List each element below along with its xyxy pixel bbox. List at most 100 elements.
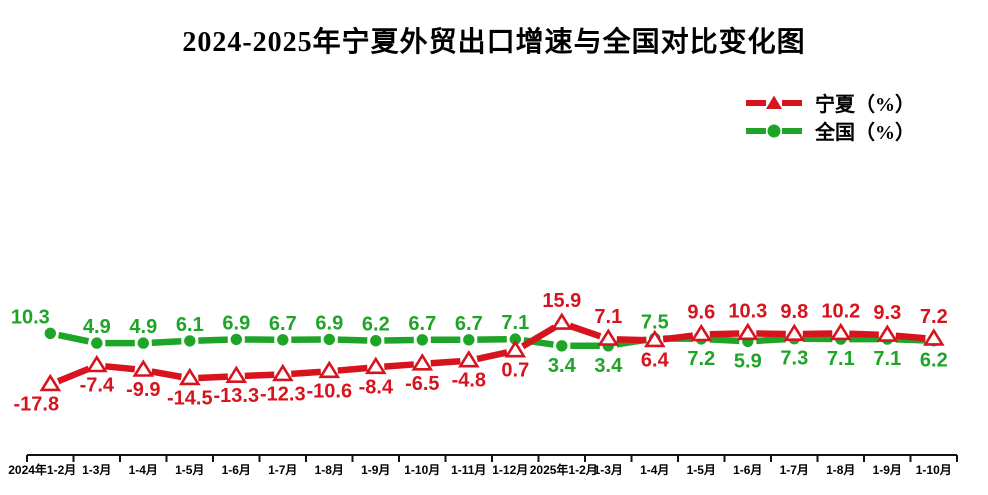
ningxia-series-line-segment xyxy=(654,331,702,344)
ningxia-point-marker xyxy=(922,328,945,346)
ningxia-point-marker xyxy=(597,328,620,346)
national-series-line-segment xyxy=(747,335,795,345)
x-axis-label: 1-6月 xyxy=(222,463,251,477)
legend-item-national: 全国（%） xyxy=(745,118,915,144)
national-series-line-segment xyxy=(468,335,516,344)
legend-label-ningxia: 宁夏（%） xyxy=(815,94,915,116)
national-legend-marker xyxy=(767,124,781,137)
x-axis-label: 1-10月 xyxy=(916,463,952,477)
x-axis-label: 2025年1-2月 xyxy=(530,462,598,477)
ningxia-data-label: 0.7 xyxy=(501,360,529,382)
ningxia-point-marker xyxy=(225,365,248,384)
ningxia-data-label: -9.9 xyxy=(126,379,160,401)
national-point-marker xyxy=(414,332,430,348)
national-data-label: 6.1 xyxy=(176,314,204,336)
ningxia-point-marker xyxy=(504,340,527,358)
legend-label-national: 全国（%） xyxy=(815,122,915,144)
national-line-marker-icon xyxy=(746,124,802,137)
ningxia-series-line-segment xyxy=(49,362,99,388)
ningxia-point-marker xyxy=(457,350,480,368)
national-series-line-segment xyxy=(49,330,98,347)
national-data-label: 7.2 xyxy=(687,348,715,370)
ningxia-series-line-segment xyxy=(96,362,144,374)
x-axis-label: 1-5月 xyxy=(175,463,204,477)
national-series-line-segment xyxy=(701,335,748,345)
national-data-label: 6.2 xyxy=(920,350,948,372)
ningxia-series-line-segment xyxy=(282,368,330,378)
x-axis-label: 1-9月 xyxy=(873,463,902,477)
ningxia-legend-marker xyxy=(766,95,782,109)
ningxia-series-line-segment xyxy=(329,364,377,375)
national-data-label: 7.1 xyxy=(827,348,855,370)
national-data-label: 6.9 xyxy=(222,312,250,334)
ningxia-point-marker xyxy=(85,354,108,373)
ningxia-point-marker xyxy=(271,363,294,382)
ningxia-data-label: 7.2 xyxy=(920,306,948,328)
ningxia-data-label: 6.4 xyxy=(641,349,670,371)
ningxia-point-marker xyxy=(39,373,62,392)
x-axis-label: 1-12月 xyxy=(492,463,528,477)
national-point-marker xyxy=(554,338,570,354)
national-data-label: 6.7 xyxy=(269,313,297,335)
national-series-line-segment xyxy=(329,336,376,344)
ningxia-series-line-segment xyxy=(468,347,516,364)
x-axis-label: 2024年1-2月 xyxy=(8,462,76,477)
national-point-marker xyxy=(275,332,291,348)
national-series-line-segment xyxy=(143,337,190,347)
x-axis-label: 1-8月 xyxy=(315,463,344,477)
ningxia-data-label: -14.5 xyxy=(167,387,213,409)
national-data-label: 7.3 xyxy=(780,348,808,370)
ningxia-data-label: -12.3 xyxy=(260,383,306,405)
ningxia-point-marker xyxy=(876,324,899,342)
ningxia-data-label: 7.1 xyxy=(594,306,622,328)
ningxia-data-label: -13.3 xyxy=(214,385,260,407)
national-point-marker xyxy=(229,332,244,347)
national-point-marker xyxy=(89,335,105,351)
ningxia-data-label: 10.2 xyxy=(821,300,860,322)
x-axis-label: 1-3月 xyxy=(594,463,623,477)
national-point-marker xyxy=(182,333,198,349)
national-point-marker xyxy=(42,325,58,341)
ningxia-point-marker xyxy=(829,322,852,341)
national-series-line-segment xyxy=(189,336,237,345)
x-axis-label: 1-4月 xyxy=(129,463,158,477)
ningxia-point-marker xyxy=(318,360,341,379)
ningxia-data-label: 10.3 xyxy=(728,300,767,322)
ningxia-point-marker xyxy=(783,323,806,342)
x-axis-label: 1-11月 xyxy=(451,463,486,477)
x-axis-label: 1-10月 xyxy=(404,463,440,477)
ningxia-series-line-segment xyxy=(422,357,470,368)
national-data-label: 6.2 xyxy=(362,314,390,336)
ningxia-series-line-segment xyxy=(794,330,841,338)
ningxia-series-line-segment xyxy=(142,366,191,382)
x-axis-label: 1-7月 xyxy=(268,463,297,477)
ningxia-data-label: 15.9 xyxy=(542,290,581,312)
national-series-line-segment xyxy=(375,336,423,344)
ningxia-series-line-segment xyxy=(840,330,888,339)
national-data-label: 3.4 xyxy=(594,355,623,377)
national-data-label: 7.5 xyxy=(641,311,669,333)
x-axis-label: 1-7月 xyxy=(780,463,809,477)
national-point-marker xyxy=(321,332,337,347)
ningxia-data-label: -17.8 xyxy=(14,393,60,415)
national-data-label: 6.9 xyxy=(315,312,343,334)
national-point-marker xyxy=(136,335,151,351)
national-series-line-segment xyxy=(514,335,563,350)
national-data-label: 10.3 xyxy=(11,306,50,328)
x-axis-label: 1-5月 xyxy=(687,463,716,477)
ningxia-data-label: -8.4 xyxy=(359,376,394,398)
ningxia-line-marker-icon xyxy=(746,95,802,109)
ningxia-series-line-segment xyxy=(747,330,795,338)
legend-item-ningxia: 宁夏（%） xyxy=(745,90,915,116)
x-axis-label: 1-9月 xyxy=(361,463,390,477)
national-data-label: 6.7 xyxy=(455,313,483,335)
ningxia-series-line-segment xyxy=(608,335,655,344)
x-axis-label: 1-4月 xyxy=(640,463,669,477)
ningxia-point-marker xyxy=(550,312,573,330)
ningxia-series-line-segment xyxy=(701,330,748,338)
national-point-marker xyxy=(368,333,384,349)
ningxia-point-marker xyxy=(690,323,713,342)
ningxia-data-label: 9.8 xyxy=(780,301,808,323)
